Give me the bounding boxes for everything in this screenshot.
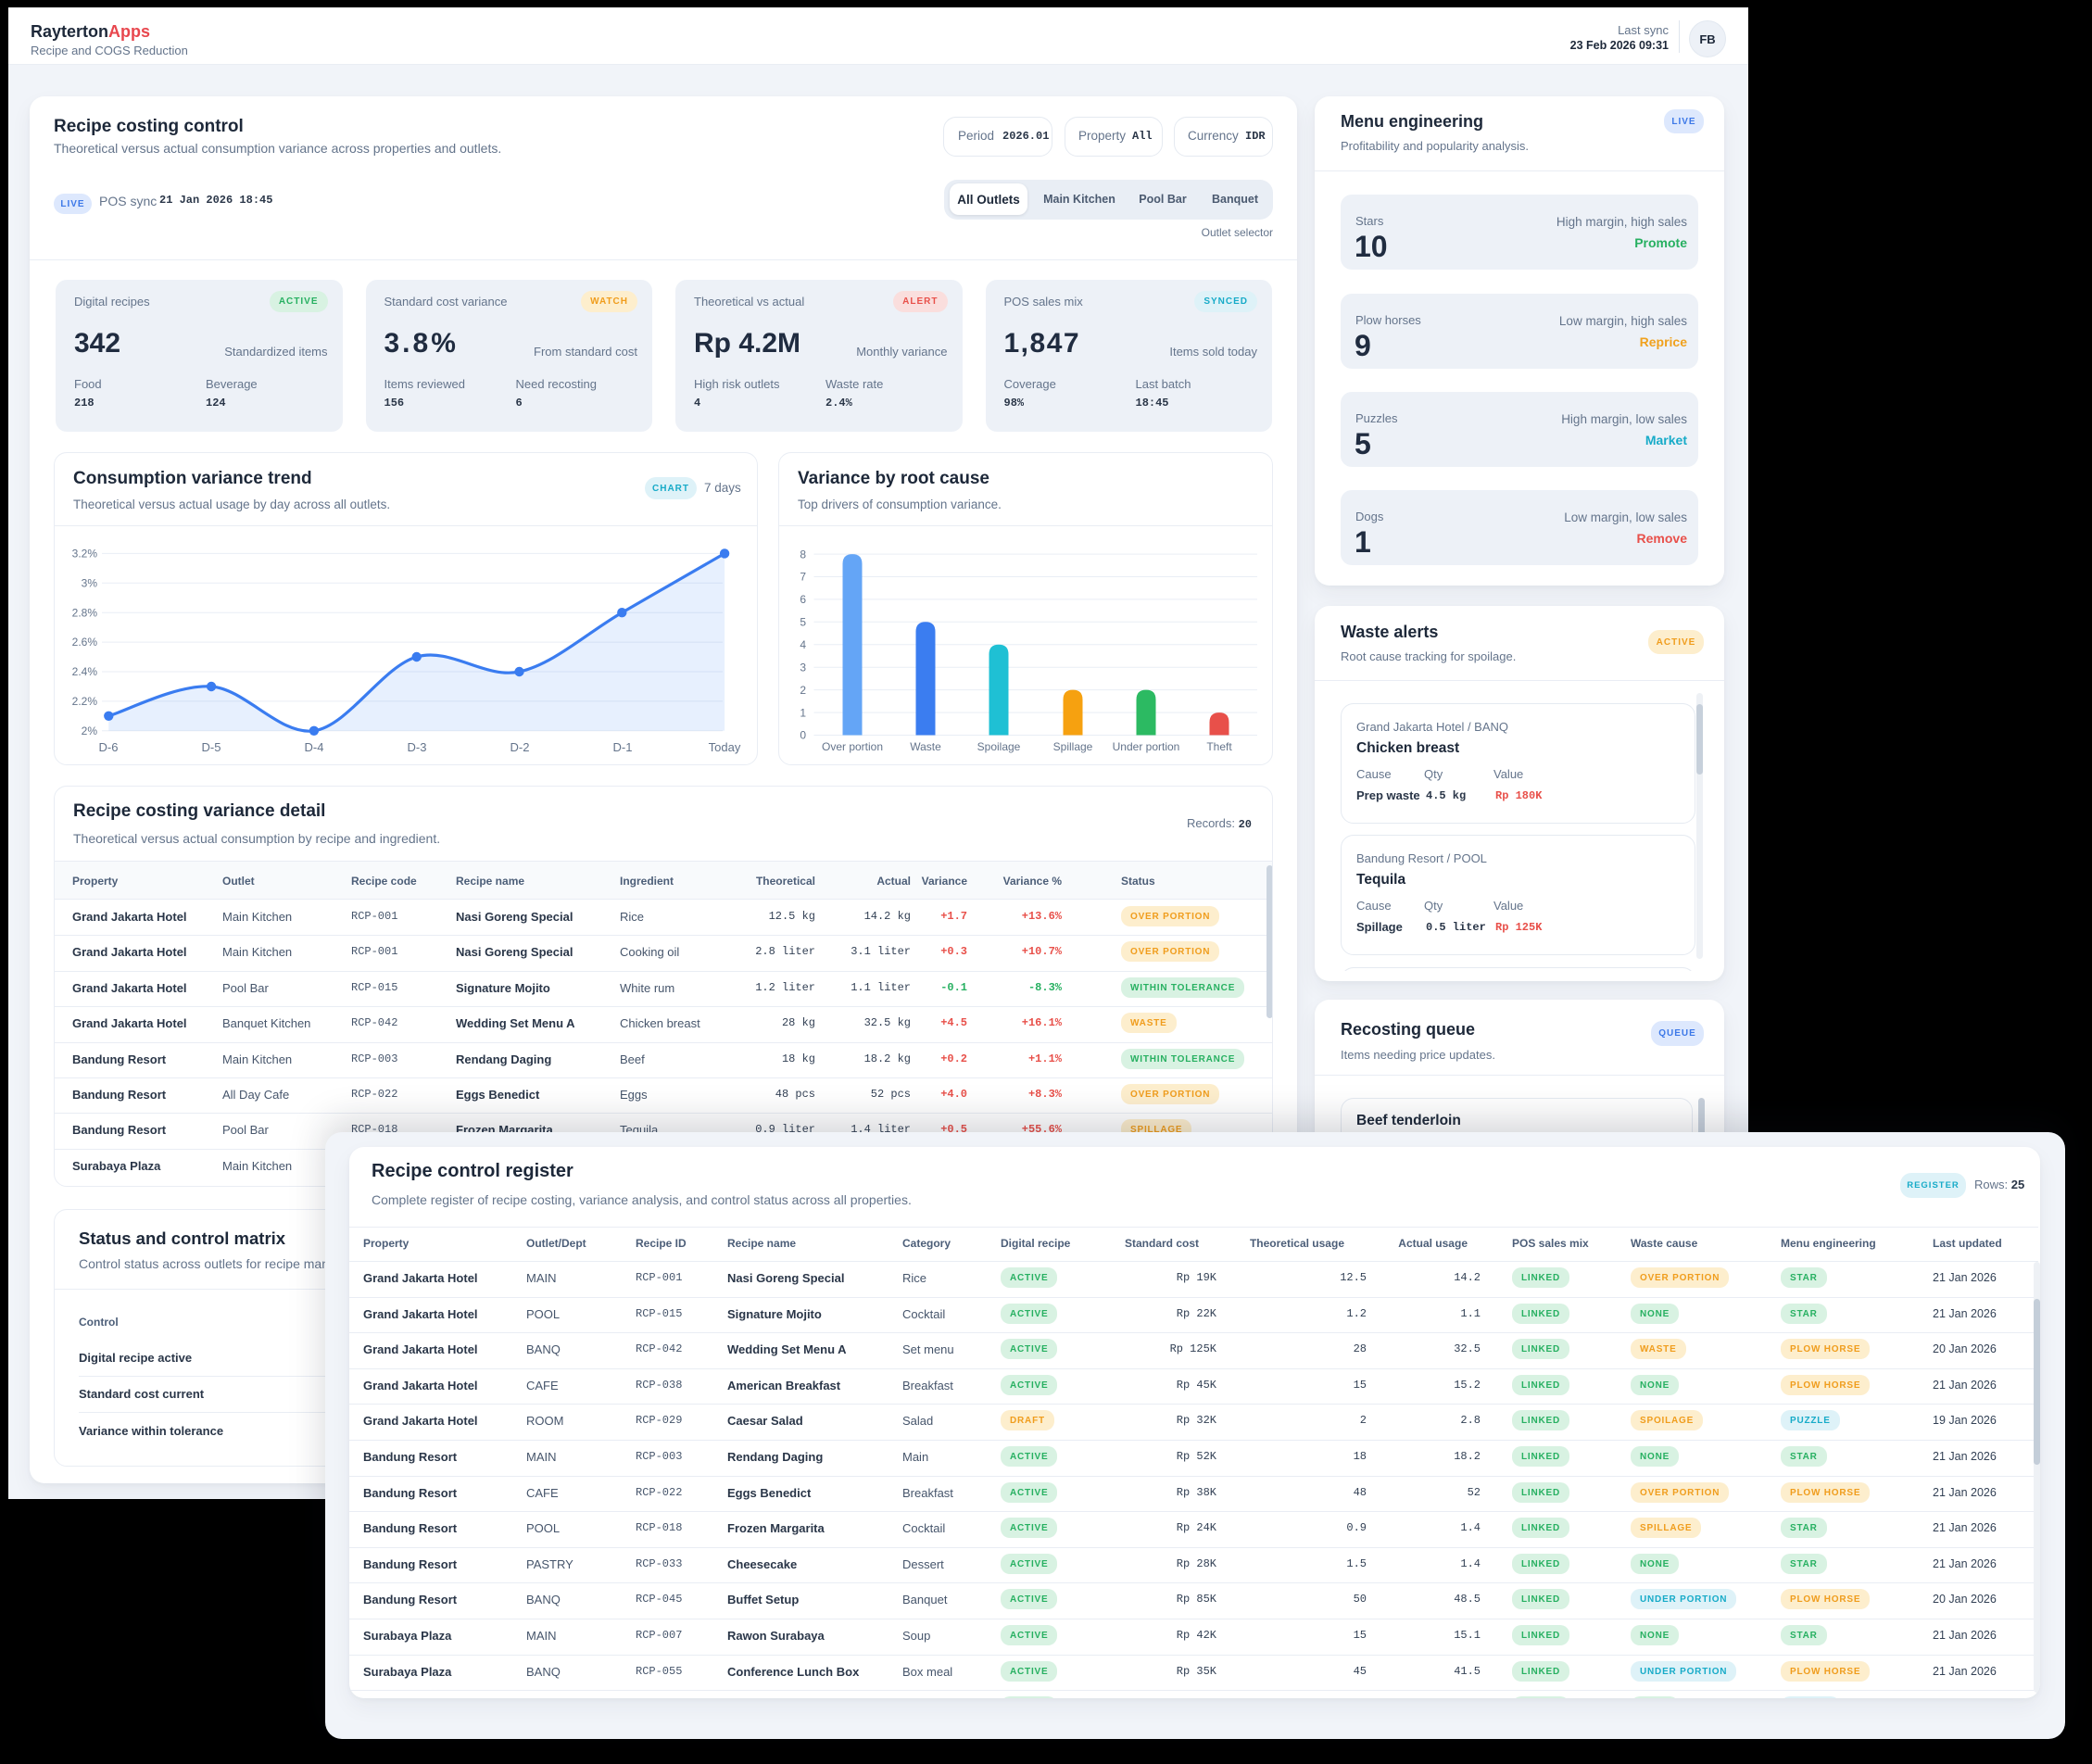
svg-text:D-5: D-5 — [202, 740, 221, 754]
svg-text:5: 5 — [800, 616, 806, 629]
svg-text:1: 1 — [800, 706, 806, 719]
svg-text:2.8%: 2.8% — [72, 606, 98, 619]
svg-text:D-3: D-3 — [408, 740, 427, 754]
svg-text:2%: 2% — [82, 724, 98, 737]
svg-text:2.4%: 2.4% — [72, 665, 98, 678]
svg-text:D-6: D-6 — [99, 740, 119, 754]
svg-text:3%: 3% — [82, 576, 98, 589]
svg-text:8: 8 — [800, 548, 806, 561]
svg-text:2.6%: 2.6% — [72, 636, 98, 649]
svg-text:Waste: Waste — [910, 740, 941, 753]
svg-text:Spillage: Spillage — [1053, 740, 1093, 753]
svg-text:D-2: D-2 — [510, 740, 530, 754]
svg-text:D-4: D-4 — [305, 740, 324, 754]
svg-text:2.2%: 2.2% — [72, 695, 98, 708]
svg-text:2: 2 — [800, 684, 806, 697]
svg-text:3.2%: 3.2% — [72, 548, 98, 561]
svg-text:Theft: Theft — [1206, 740, 1232, 753]
svg-text:6: 6 — [800, 593, 806, 606]
svg-text:0: 0 — [800, 729, 806, 742]
svg-text:Today: Today — [709, 740, 741, 754]
svg-text:4: 4 — [800, 638, 806, 651]
svg-text:Under portion: Under portion — [1113, 740, 1180, 753]
svg-text:7: 7 — [800, 571, 806, 584]
svg-text:Spoilage: Spoilage — [977, 740, 1021, 753]
svg-text:Over portion: Over portion — [822, 740, 883, 753]
svg-text:3: 3 — [800, 661, 806, 674]
svg-text:D-1: D-1 — [613, 740, 633, 754]
